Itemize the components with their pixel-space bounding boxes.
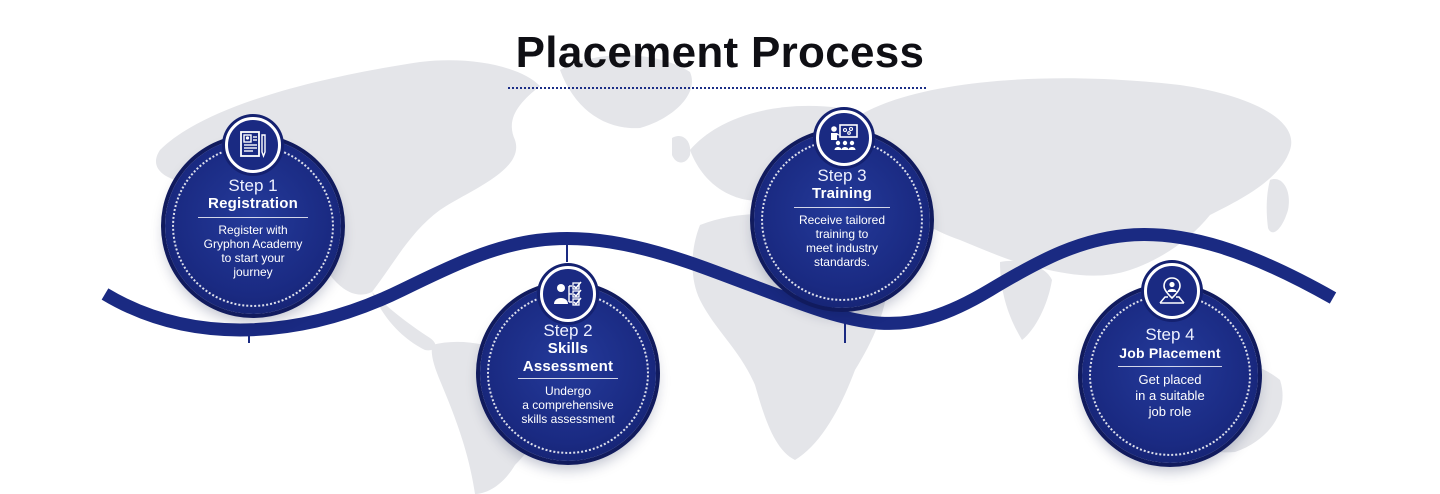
step-2-description: Undergo a comprehensive skills assessmen…: [521, 384, 615, 426]
location-person-icon: [1159, 277, 1185, 304]
step-3-badge: [816, 110, 872, 166]
step-2-name-line-2: Assessment: [522, 358, 614, 375]
step-2-name-line-1: Skills: [547, 340, 589, 357]
step-4-divider: [1118, 366, 1222, 367]
presenter-training-icon: [831, 124, 858, 150]
step-3-divider: [794, 207, 890, 208]
step-1-number: Step 1: [228, 176, 278, 195]
step-3-number: Step 3: [817, 166, 867, 185]
step-1-name: Registration: [208, 195, 298, 212]
step-3-description: Receive tailored training to meet indust…: [798, 213, 886, 269]
step-4-number: Step 4: [1145, 325, 1195, 344]
step-2-divider: [518, 378, 618, 379]
title-underline: [508, 87, 926, 89]
step-4-description: Get placed in a suitable job role: [1135, 372, 1205, 419]
step-2-card: Step 2 Skills Assessment Undergo a compr…: [480, 285, 656, 461]
step-3-name: Training: [812, 185, 872, 202]
assessment-checklist-icon: [554, 281, 582, 306]
step-1-divider: [198, 217, 308, 218]
step-2-badge: [540, 266, 596, 322]
step-2-number: Step 2: [543, 321, 593, 340]
step-1-badge: [225, 117, 281, 173]
step-1-description: Register with Gryphon Academy to start y…: [203, 223, 303, 279]
page-title: Placement Process: [515, 28, 925, 77]
resume-document-icon: [240, 131, 266, 158]
step-4-badge: [1144, 263, 1200, 319]
step-4-name: Job Placement: [1119, 345, 1221, 361]
